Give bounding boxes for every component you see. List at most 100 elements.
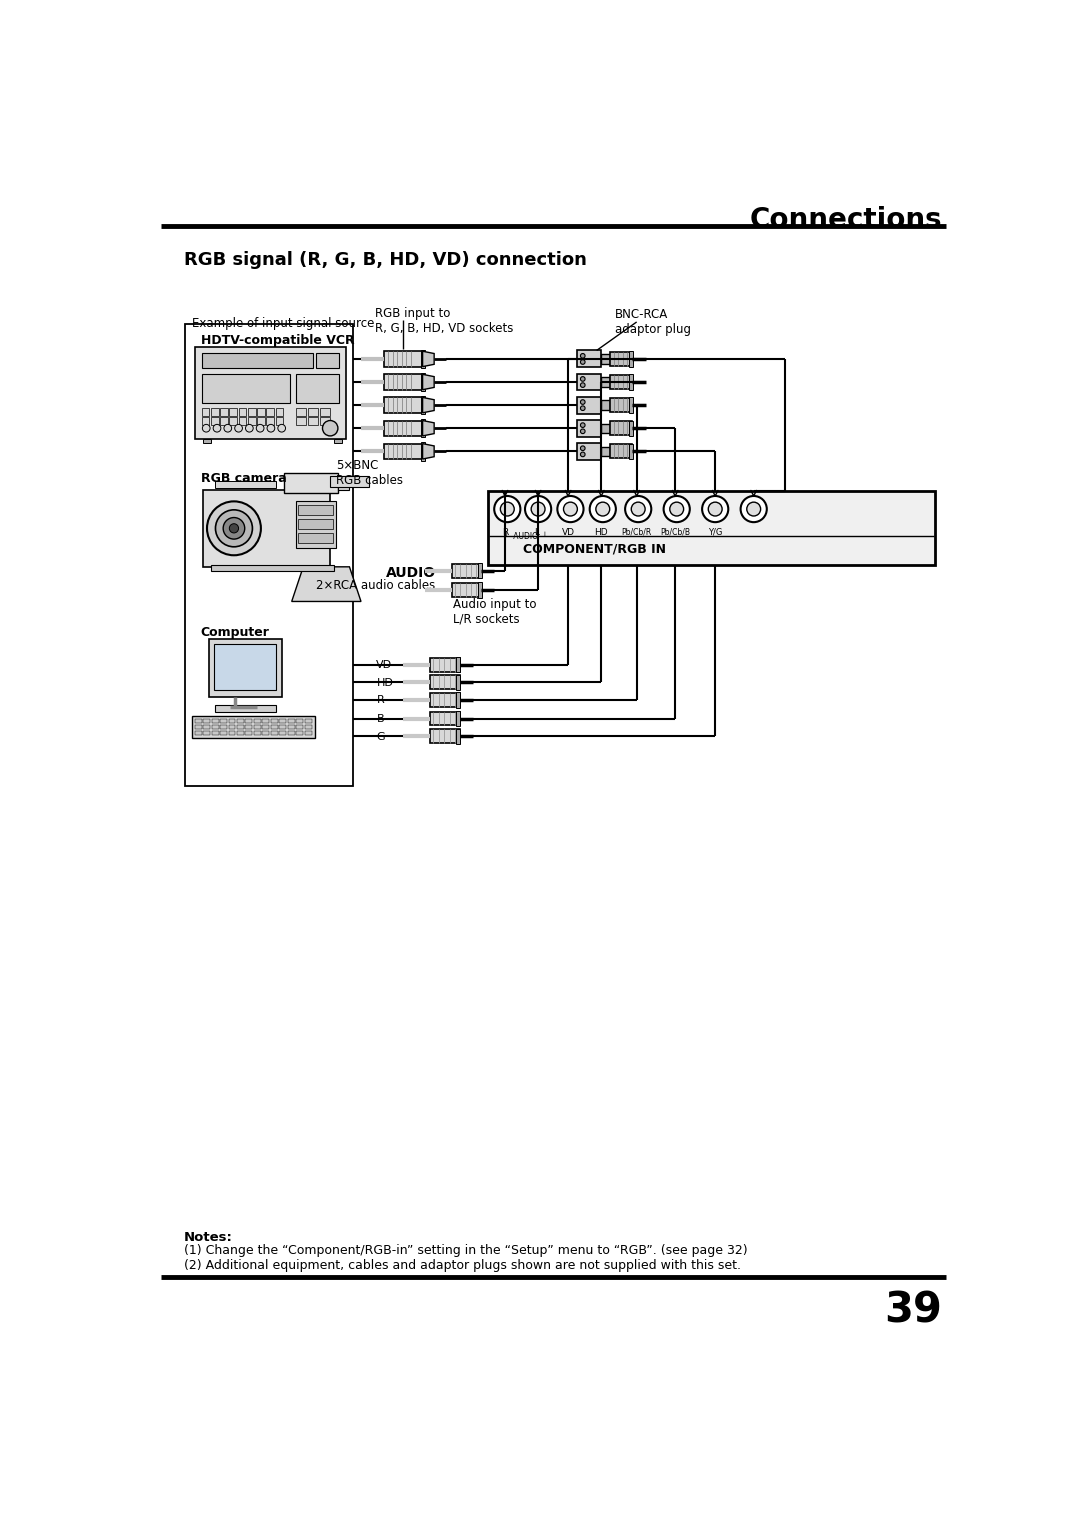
Bar (215, 481, 276, 489)
Bar (457, 692, 460, 707)
Text: HD: HD (594, 527, 608, 536)
Bar (577, 350, 602, 367)
Circle shape (580, 359, 585, 364)
Bar (195, 347, 346, 439)
Bar (430, 712, 460, 726)
Bar (430, 675, 460, 689)
Bar (629, 374, 633, 390)
Bar (457, 675, 460, 691)
Bar (267, 408, 274, 416)
Text: BNC-RCA
adaptor plug: BNC-RCA adaptor plug (616, 309, 691, 336)
Bar (577, 443, 602, 460)
Bar (451, 564, 481, 578)
Text: 39: 39 (885, 1290, 943, 1331)
Polygon shape (422, 420, 434, 435)
Bar (629, 397, 633, 413)
Bar (629, 420, 633, 435)
Bar (211, 417, 218, 425)
Bar (421, 396, 424, 414)
Bar (215, 706, 276, 712)
Text: G: G (377, 732, 386, 741)
Bar (610, 374, 632, 390)
Bar (577, 420, 602, 437)
Bar (203, 730, 211, 735)
Circle shape (256, 425, 264, 432)
Circle shape (580, 384, 585, 388)
Bar (271, 718, 278, 723)
Bar (296, 724, 303, 729)
Bar (296, 417, 306, 425)
Bar (384, 397, 422, 413)
Bar (629, 351, 633, 367)
Bar (384, 443, 422, 458)
Circle shape (746, 503, 760, 516)
Text: 5×BNC
RGB cables: 5×BNC RGB cables (336, 458, 403, 487)
Bar (214, 643, 276, 691)
Bar (280, 718, 286, 723)
Circle shape (213, 425, 220, 432)
Circle shape (580, 446, 585, 451)
Text: Connections: Connections (750, 206, 943, 234)
Circle shape (708, 503, 723, 516)
Bar (384, 374, 422, 390)
Bar (186, 324, 353, 787)
Bar (280, 724, 286, 729)
Circle shape (557, 497, 583, 523)
Bar (257, 417, 265, 425)
Polygon shape (422, 374, 434, 390)
Circle shape (670, 503, 684, 516)
Bar (284, 472, 338, 494)
Bar (338, 475, 350, 490)
Bar (239, 408, 246, 416)
Bar (203, 718, 211, 723)
Bar (245, 718, 253, 723)
Bar (478, 562, 482, 579)
Bar (280, 730, 286, 735)
Bar (602, 354, 610, 364)
Bar (211, 408, 218, 416)
Bar (610, 351, 632, 365)
Text: Audio input to
L/R sockets: Audio input to L/R sockets (454, 597, 537, 625)
Bar (229, 408, 237, 416)
Bar (194, 718, 202, 723)
Bar (610, 422, 632, 435)
Bar (212, 718, 218, 723)
Bar (296, 408, 306, 416)
Bar (298, 533, 334, 542)
Text: Pb/Cb/B: Pb/Cb/B (660, 527, 690, 536)
Circle shape (500, 503, 514, 516)
Bar (288, 718, 295, 723)
Bar (305, 730, 312, 735)
Bar (254, 724, 261, 729)
Bar (247, 417, 256, 425)
Text: RGB camera: RGB camera (201, 472, 286, 484)
Bar (610, 445, 632, 458)
Bar (330, 475, 368, 487)
Bar (316, 353, 339, 368)
Text: (2) Additional equipment, cables and adaptor plugs shown are not supplied with t: (2) Additional equipment, cables and ada… (184, 1259, 741, 1271)
Text: B: B (377, 714, 384, 724)
Polygon shape (422, 351, 434, 367)
Bar (202, 417, 210, 425)
Bar (212, 730, 218, 735)
Bar (298, 506, 334, 515)
Bar (203, 439, 211, 443)
Bar (191, 717, 314, 738)
Bar (421, 419, 424, 437)
Bar (211, 565, 334, 571)
Circle shape (323, 420, 338, 435)
Circle shape (663, 497, 690, 523)
Bar (245, 724, 253, 729)
Bar (296, 501, 336, 547)
Bar (308, 417, 318, 425)
Text: Y/G: Y/G (708, 527, 723, 536)
Circle shape (580, 353, 585, 358)
Circle shape (531, 503, 545, 516)
Circle shape (632, 503, 645, 516)
Bar (220, 718, 227, 723)
Bar (421, 442, 424, 460)
Bar (421, 373, 424, 391)
Bar (602, 446, 610, 455)
Bar (229, 730, 235, 735)
Bar (262, 730, 269, 735)
